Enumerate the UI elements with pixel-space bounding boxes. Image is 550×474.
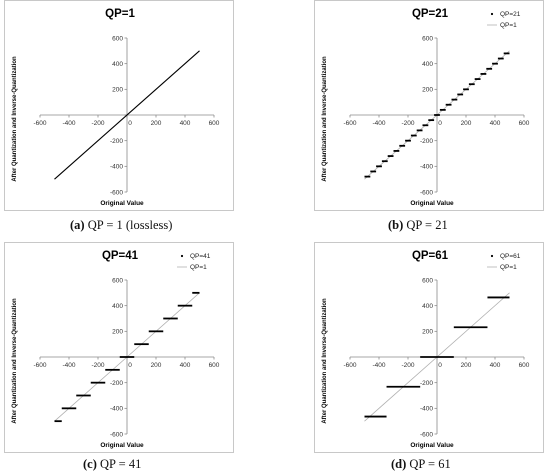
caption-d-text: QP = 61: [409, 457, 451, 471]
x-tick-label: -600: [343, 362, 356, 369]
y-tick-label: -600: [110, 431, 123, 438]
chart-b: QP=21 -600 -400 -200 200 400 600 0 -600 -400 -200 2…: [314, 0, 544, 211]
x-tick-label: 400: [180, 120, 191, 127]
y-tick-label: 200: [112, 87, 123, 94]
y-axis-title: After Quantization and Inverse-Quantizat…: [322, 298, 328, 424]
x-axis-title: Original Value: [410, 200, 454, 207]
x-tick-label: -400: [62, 120, 75, 127]
y-tick-label: -400: [420, 406, 433, 413]
caption-a-text: QP = 1 (lossless): [87, 218, 173, 232]
x-tick-label: 600: [519, 120, 530, 127]
y-tick-label: -400: [110, 406, 123, 413]
caption-b-label: (b): [388, 218, 404, 232]
series-line-: [54, 50, 200, 180]
x-tick-label: -200: [401, 362, 414, 369]
panel-d: QP=61 -600 -400 -200 200 400 600 0 -600 -400 -200 2…: [314, 242, 544, 454]
chart-frame: [4, 0, 234, 211]
panel-c: QP=41 -600 -400 -200 200 400 600 0 -600 -400 -200 2…: [4, 242, 234, 454]
x-tick-label: 0: [128, 120, 132, 127]
chart-title: QP=61: [412, 250, 449, 262]
x-tick-label: -200: [91, 362, 104, 369]
y-tick-label: 600: [422, 277, 433, 284]
y-axis-title: After Quantization and Inverse-Quantizat…: [12, 56, 18, 182]
y-tick-label: -200: [420, 380, 433, 387]
legend-marker: [180, 254, 184, 258]
chart-a: QP=1 -600 -400 -200 200 400 600 0 -600 -400 -200 20…: [4, 0, 234, 211]
x-tick-label: 0: [128, 362, 132, 369]
panel-a: QP=1 -600 -400 -200 200 400 600 0 -600 -400 -200 20…: [4, 0, 234, 212]
chart-frame: [314, 0, 544, 211]
chart-d: QP=61 -600 -400 -200 200 400 600 0 -600 -400 -200 2…: [314, 242, 544, 453]
x-tick-label: 0: [438, 120, 442, 127]
y-tick-label: -200: [420, 138, 433, 145]
legend-entry: QP=41: [190, 253, 211, 260]
x-tick-label: -400: [62, 362, 75, 369]
panel-b: QP=21 -600 -400 -200 200 400 600 0 -600 -400 -200 2…: [314, 0, 544, 212]
x-tick-label: 200: [461, 120, 472, 127]
x-tick-label: -600: [343, 120, 356, 127]
x-tick-label: -200: [401, 120, 414, 127]
y-tick-label: -200: [110, 380, 123, 387]
x-tick-label: -200: [91, 120, 104, 127]
chart-c: QP=41 -600 -400 -200 200 400 600 0 -600 -400 -200 2…: [4, 242, 234, 453]
x-axis-title: Original Value: [100, 442, 144, 449]
x-tick-label: -600: [33, 362, 46, 369]
y-tick-label: 400: [422, 303, 433, 310]
y-axis-title: After Quantization and Inverse-Quantizat…: [322, 56, 328, 182]
x-tick-label: 400: [180, 362, 191, 369]
x-tick-label: -400: [372, 362, 385, 369]
x-tick-label: -600: [33, 120, 46, 127]
y-tick-label: 600: [112, 35, 123, 42]
chart-frame: [314, 242, 544, 453]
x-axis-title: Original Value: [410, 442, 454, 449]
caption-d: (d) QP = 61: [391, 457, 451, 472]
y-tick-label: 200: [422, 87, 433, 94]
y-tick-label: -400: [110, 164, 123, 171]
caption-b-text: QP = 21: [406, 218, 448, 232]
caption-a-label: (a): [70, 218, 85, 232]
x-tick-label: 600: [209, 120, 220, 127]
caption-b: (b) QP = 21: [388, 218, 448, 233]
chart-title: QP=41: [102, 250, 139, 262]
legend-entry: QP=1: [500, 264, 517, 271]
y-tick-label: -600: [420, 431, 433, 438]
caption-c-text: QP = 41: [100, 457, 142, 471]
y-tick-label: 200: [112, 329, 123, 336]
y-tick-label: 400: [112, 61, 123, 68]
x-axis-title: Original Value: [100, 200, 144, 207]
x-tick-label: 600: [519, 362, 530, 369]
chart-title: QP=1: [105, 8, 135, 20]
x-tick-label: 0: [438, 362, 442, 369]
legend-entry: QP=1: [190, 264, 207, 271]
legend-entry: QP=61: [500, 253, 521, 260]
chart-title: QP=21: [412, 8, 449, 20]
y-tick-label: 600: [112, 277, 123, 284]
x-tick-label: 400: [490, 362, 501, 369]
y-tick-label: -600: [420, 189, 433, 196]
chart-frame: [4, 242, 234, 453]
legend-marker: [490, 12, 494, 16]
x-tick-label: 600: [209, 362, 220, 369]
y-tick-label: 400: [112, 303, 123, 310]
caption-c: (c) QP = 41: [83, 457, 141, 472]
x-tick-label: 200: [151, 120, 162, 127]
y-tick-label: 600: [422, 35, 433, 42]
x-tick-label: -400: [372, 120, 385, 127]
x-tick-label: 200: [151, 362, 162, 369]
caption-c-label: (c): [83, 457, 97, 471]
y-tick-label: -600: [110, 189, 123, 196]
legend-marker: [490, 254, 494, 258]
y-tick-label: -200: [110, 138, 123, 145]
caption-a: (a) QP = 1 (lossless): [70, 218, 172, 233]
y-tick-label: -400: [420, 164, 433, 171]
caption-d-label: (d): [391, 457, 407, 471]
legend-entry: QP=1: [500, 22, 517, 29]
y-axis-title: After Quantization and Inverse-Quantizat…: [12, 298, 18, 424]
x-tick-label: 400: [490, 120, 501, 127]
x-tick-label: 200: [461, 362, 472, 369]
legend-entry: QP=21: [500, 11, 521, 18]
y-tick-label: 400: [422, 61, 433, 68]
y-tick-label: 200: [422, 329, 433, 336]
